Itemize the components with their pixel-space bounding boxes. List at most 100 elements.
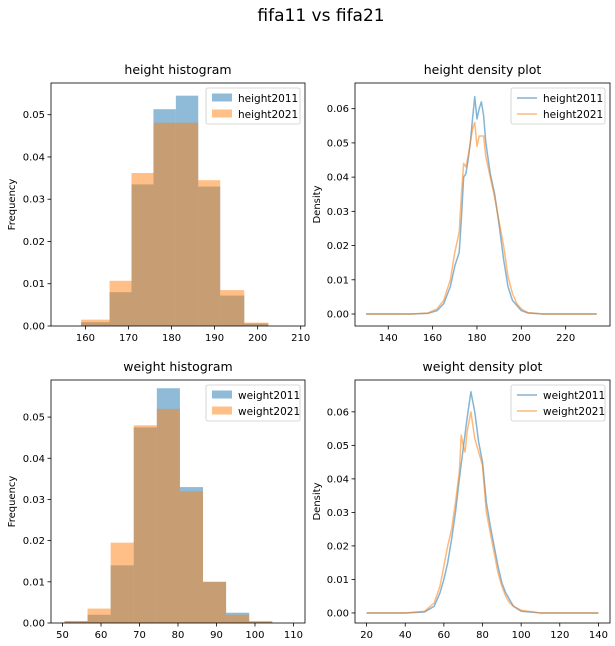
- density-line-weight2011: [366, 390, 599, 614]
- legend: weight2011 weight2021: [510, 384, 606, 422]
- legend-box: [510, 384, 606, 422]
- y-tick-label: 0.00: [23, 322, 45, 333]
- y-tick-label: 0.02: [23, 536, 45, 547]
- y-tick-label: 0.05: [23, 413, 45, 424]
- x-tick-label: 160: [76, 333, 95, 344]
- panel-height_hist: height histogram 160 170 180 190 200 210 0.00 0.…: [7, 62, 310, 344]
- histogram-bar: [249, 620, 273, 623]
- y-tick-label: 0.04: [327, 173, 349, 184]
- x-tick-label: 40: [399, 630, 412, 641]
- panel-title: height density plot: [424, 62, 542, 77]
- density-line-height2011: [366, 95, 597, 315]
- panel-title: weight density plot: [423, 359, 543, 374]
- histogram-bar: [198, 180, 221, 326]
- x-tick-label: 120: [550, 630, 569, 641]
- y-tick-label: 0.01: [327, 275, 349, 286]
- legend: height2011 height2021: [205, 87, 301, 125]
- panel-weight_hist: weight histogram 50 60 70 80 90 100 110 0.00 0.01…: [7, 359, 306, 641]
- histogram-bar: [220, 290, 245, 326]
- x-tick-label: 180: [162, 333, 181, 344]
- x-tick-label: 190: [205, 333, 224, 344]
- x-tick-label: 80: [476, 630, 489, 641]
- y-tick-label: 0.05: [327, 441, 349, 452]
- axes-frame: [354, 82, 611, 327]
- density-line-weight2021: [366, 411, 599, 614]
- x-tick-label: 20: [360, 630, 373, 641]
- legend-label: height2011: [238, 93, 298, 105]
- y-tick-label: 0.04: [23, 152, 45, 163]
- y-tick-label: 0.03: [327, 508, 349, 519]
- x-tick-label: 210: [291, 333, 310, 344]
- histogram-bar: [244, 322, 269, 326]
- legend-label: height2011: [543, 93, 603, 105]
- figure-suptitle: fifa11 vs fifa21: [257, 6, 384, 26]
- x-tick-label: 80: [172, 630, 185, 641]
- legend: weight2011 weight2021: [205, 384, 301, 422]
- density-line-height2021: [366, 121, 597, 315]
- histogram-bar: [175, 122, 199, 326]
- y-tick-label: 0.06: [327, 407, 349, 418]
- legend-swatch: [212, 109, 232, 118]
- histogram-bar: [153, 122, 176, 326]
- histogram-bar: [179, 491, 204, 623]
- histogram-bar: [226, 614, 250, 623]
- x-tick-label: 140: [379, 333, 398, 344]
- x-tick-label: 170: [119, 333, 138, 344]
- y-tick-label: 0.05: [327, 138, 349, 149]
- x-tick-label: 100: [512, 630, 531, 641]
- x-tick-label: 110: [284, 630, 303, 641]
- histogram-bar: [203, 581, 227, 623]
- panel-title: height histogram: [124, 62, 231, 77]
- x-tick-label: 50: [56, 630, 69, 641]
- histogram-bar: [87, 608, 111, 623]
- series-weight2021: [64, 408, 273, 623]
- histogram-bar: [156, 408, 180, 623]
- x-tick-label: 70: [133, 630, 146, 641]
- x-tick-label: 60: [437, 630, 450, 641]
- histogram-bar: [109, 280, 132, 326]
- histogram-bar: [133, 425, 157, 623]
- x-tick-label: 60: [95, 630, 108, 641]
- legend-label: weight2021: [238, 406, 300, 418]
- y-tick-label: 0.00: [327, 310, 349, 321]
- y-axis-label: Density: [312, 185, 323, 223]
- legend: height2011 height2021: [510, 87, 606, 125]
- legend-label: height2021: [543, 109, 603, 121]
- legend-label: weight2011: [238, 390, 300, 402]
- panel-weight_density: weight density plot 20 40 60 80 100 120 140 0.00…: [312, 359, 611, 641]
- legend-label: weight2011: [543, 390, 605, 402]
- histogram-bar: [110, 542, 134, 623]
- y-tick-label: 0.03: [327, 207, 349, 218]
- x-tick-label: 200: [512, 333, 531, 344]
- x-tick-label: 180: [467, 333, 486, 344]
- y-axis-label: Density: [312, 482, 323, 520]
- y-tick-label: 0.03: [23, 495, 45, 506]
- y-tick-label: 0.02: [327, 241, 349, 252]
- y-tick-label: 0.01: [23, 279, 45, 290]
- legend-label: height2021: [238, 109, 298, 121]
- legend-swatch: [212, 93, 232, 102]
- panel-height_density: height density plot 140 160 180 200 220 0.00 0.…: [312, 62, 611, 344]
- y-tick-label: 0.02: [327, 541, 349, 552]
- y-tick-label: 0.04: [23, 454, 45, 465]
- y-tick-label: 0.05: [23, 110, 45, 121]
- y-axis-label: Frequency: [7, 476, 18, 528]
- legend-swatch: [212, 406, 232, 415]
- y-tick-label: 0.00: [23, 619, 45, 630]
- axes-frame: [50, 82, 306, 327]
- y-axis-label: Frequency: [7, 179, 18, 231]
- panel-title: weight histogram: [123, 359, 233, 374]
- series-height2021: [81, 122, 269, 326]
- histogram-bar: [64, 620, 88, 623]
- x-tick-label: 220: [556, 333, 575, 344]
- x-tick-label: 140: [589, 630, 608, 641]
- x-tick-label: 200: [248, 333, 267, 344]
- x-tick-label: 90: [210, 630, 223, 641]
- legend-box: [510, 87, 606, 125]
- y-tick-label: 0.03: [23, 195, 45, 206]
- histogram-bar: [131, 173, 154, 326]
- x-tick-label: 160: [423, 333, 442, 344]
- legend-label: weight2021: [543, 406, 605, 418]
- x-tick-label: 100: [245, 630, 264, 641]
